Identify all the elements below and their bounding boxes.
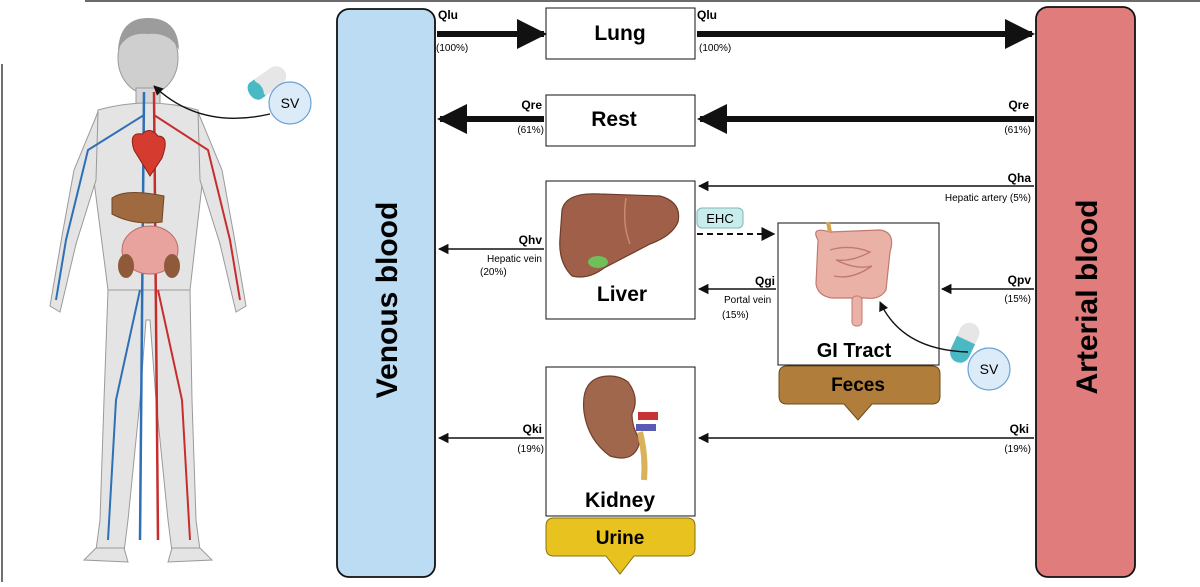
kidney-icon	[582, 375, 658, 481]
qhv-pct: (20%)	[480, 267, 507, 278]
rest-box	[545, 94, 696, 147]
feces-label: Feces	[831, 375, 885, 396]
qgi-label: Qgi	[755, 274, 775, 288]
qki-left-label: Qki	[523, 422, 542, 436]
venous-blood-label: Venous blood	[371, 202, 404, 399]
qgi-desc: Portal vein	[724, 295, 771, 306]
qlu-right-label: Qlu	[697, 8, 717, 22]
qlu-left-pct: (100%)	[436, 43, 468, 54]
qpv-label: Qpv	[1008, 273, 1032, 287]
lung-box	[545, 7, 696, 60]
capsule-gi-icon	[950, 322, 980, 363]
qha-desc: Hepatic artery (5%)	[945, 193, 1031, 204]
qlu-left-label: Qlu	[438, 8, 458, 22]
qre-right-pct: (61%)	[1004, 125, 1031, 136]
urine-tag	[545, 517, 696, 575]
qre-right-label: Qre	[1008, 98, 1029, 112]
arterial-blood-box	[1035, 6, 1136, 578]
lung-label: Lung	[594, 22, 645, 45]
qki-left-pct: (19%)	[517, 444, 544, 455]
dosing-arrow-top	[153, 85, 271, 119]
liver-label: Liver	[597, 283, 647, 306]
qre-left-pct: (61%)	[517, 125, 544, 136]
gi-tract-label: GI Tract	[817, 340, 892, 362]
kidney-label: Kidney	[585, 489, 655, 512]
qki-right-pct: (19%)	[1004, 444, 1031, 455]
ehc-label: EHC	[706, 211, 733, 226]
qki-right-label: Qki	[1010, 422, 1029, 436]
qre-left-label: Qre	[521, 98, 542, 112]
ehc-badge	[696, 207, 744, 229]
liver-icon	[559, 193, 680, 278]
qlu-right-pct: (100%)	[699, 43, 731, 54]
rest-label: Rest	[591, 108, 637, 131]
urine-label: Urine	[596, 528, 645, 549]
qgi-pct: (15%)	[722, 310, 749, 321]
venous-blood-box	[336, 8, 436, 578]
qhv-label: Qhv	[519, 233, 543, 247]
qhv-desc: Hepatic vein	[487, 254, 542, 265]
dosing-arrow-gi	[879, 301, 969, 353]
feces-tag	[778, 365, 941, 421]
qha-label: Qha	[1008, 171, 1032, 185]
gi-tract-icon	[815, 221, 893, 327]
sv-gi-label: SV	[980, 361, 999, 377]
qpv-pct: (15%)	[1004, 294, 1031, 305]
sv-top-circle	[268, 81, 312, 125]
sv-gi-circle	[967, 347, 1011, 391]
human-body-illustration	[49, 18, 247, 563]
arterial-blood-label: Arterial blood	[1071, 199, 1104, 394]
sv-top-label: SV	[281, 95, 300, 111]
